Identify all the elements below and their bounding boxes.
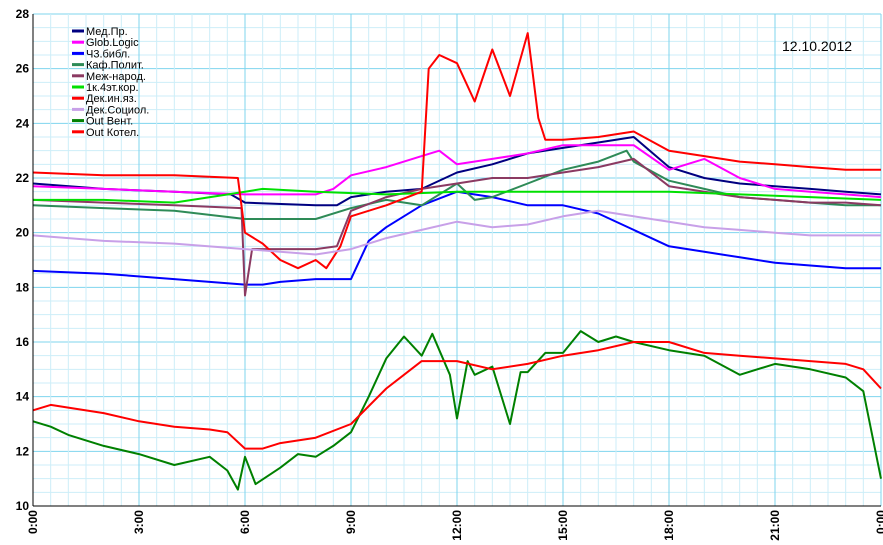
series-line <box>32 330 882 491</box>
x-tick-label: 12:00 <box>450 510 464 541</box>
legend-label: Out Котел. <box>86 127 139 139</box>
legend-label: Дек.Социол. <box>86 104 149 116</box>
y-tick-label: 20 <box>16 226 30 240</box>
legend-label: Каф.Полит. <box>86 60 144 72</box>
series-line <box>32 190 881 286</box>
legend-label: Мед.Пр. <box>86 26 128 38</box>
legend-label: Меж-народ. <box>86 71 146 83</box>
y-tick-label: 16 <box>16 335 30 349</box>
x-tick-label: 3:00 <box>132 510 146 534</box>
y-tick-label: 28 <box>16 7 30 21</box>
y-tick-label: 24 <box>16 116 30 130</box>
x-tick-label: 15:00 <box>556 510 570 541</box>
legend-label: 1к.4эт.кор. <box>86 82 139 94</box>
series-line <box>32 157 882 297</box>
x-tick-label: 21:00 <box>768 510 782 541</box>
y-tick-label: 10 <box>16 499 30 513</box>
x-tick-label: 18:00 <box>662 510 676 541</box>
legend-label: Out Вент. <box>86 116 133 128</box>
series-line <box>32 341 882 450</box>
series-line <box>32 209 881 256</box>
y-tick-label: 26 <box>16 62 30 76</box>
series-layer <box>32 32 882 491</box>
axes: 10 12 14 16 18 20 22 24 26 28 0:00 3:00 6:00 9:00 12:0… <box>16 7 883 541</box>
date-label: 12.10.2012 <box>782 38 852 54</box>
series-line <box>32 144 882 199</box>
legend-label: Дек.ин.яз. <box>86 93 137 105</box>
y-tick-label: 18 <box>16 280 30 294</box>
x-tick-label: 0:00 <box>874 510 883 534</box>
legend-label: Glob.Logic <box>86 37 139 49</box>
x-tick-label: 0:00 <box>26 510 40 534</box>
x-tick-label: 9:00 <box>344 510 358 534</box>
y-tick-label: 12 <box>16 444 30 458</box>
series-line <box>33 187 882 204</box>
y-tick-label: 22 <box>16 171 30 185</box>
legend-label: Ч3.библ. <box>86 48 130 60</box>
legend: Мед.Пр.Glob.LogicЧ3.библ.Каф.Полит.Меж-н… <box>72 26 149 139</box>
x-tick-label: 6:00 <box>238 510 252 534</box>
series-line <box>32 32 881 270</box>
y-tick-label: 14 <box>16 390 30 404</box>
grid <box>32 13 882 507</box>
